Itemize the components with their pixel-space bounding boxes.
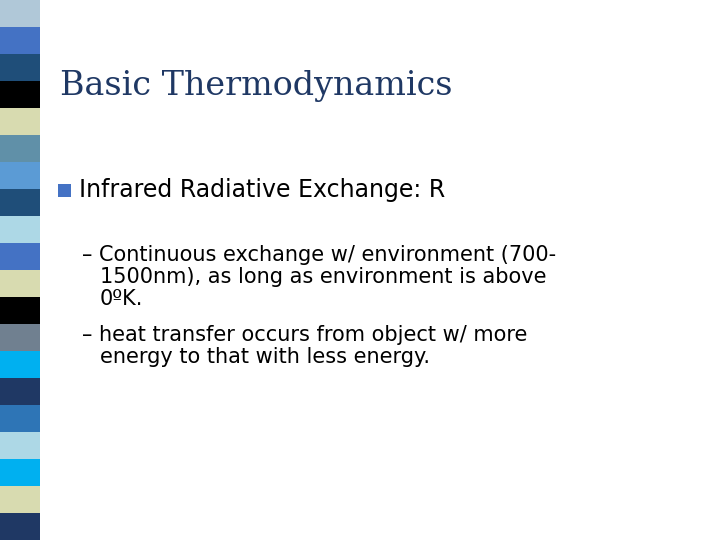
Bar: [0, 270, 40, 297]
Bar: [0, 189, 40, 216]
Bar: [0, 378, 40, 405]
Bar: [0, 81, 40, 108]
Bar: [0, 243, 40, 270]
Text: Infrared Radiative Exchange: R: Infrared Radiative Exchange: R: [78, 178, 445, 202]
Bar: [0, 54, 40, 81]
Text: energy to that with less energy.: energy to that with less energy.: [99, 347, 430, 367]
Bar: [0, 513, 40, 540]
Bar: [0, 216, 40, 243]
Bar: [0, 297, 40, 324]
Bar: [0, 108, 40, 135]
Text: – Continuous exchange w/ environment (700-: – Continuous exchange w/ environment (70…: [81, 245, 556, 265]
Text: 0ºK.: 0ºK.: [99, 289, 143, 309]
Bar: [0, 405, 40, 432]
Bar: [0, 459, 40, 486]
Bar: [0, 486, 40, 513]
Bar: [58, 184, 71, 197]
Bar: [0, 135, 40, 162]
Bar: [0, 351, 40, 378]
Bar: [0, 27, 40, 54]
Bar: [0, 324, 40, 351]
Bar: [0, 0, 40, 27]
Text: – heat transfer occurs from object w/ more: – heat transfer occurs from object w/ mo…: [81, 325, 527, 345]
Text: 1500nm), as long as environment is above: 1500nm), as long as environment is above: [99, 267, 546, 287]
Bar: [0, 432, 40, 459]
Text: Basic Thermodynamics: Basic Thermodynamics: [60, 70, 452, 102]
Bar: [0, 162, 40, 189]
